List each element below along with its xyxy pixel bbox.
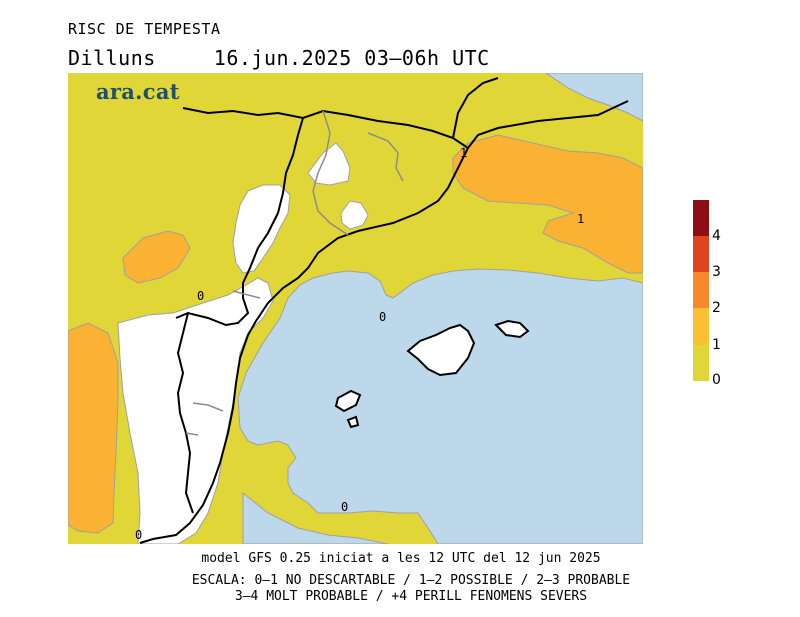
contour-label: 0	[341, 500, 348, 514]
legend-swatch-4plus	[693, 200, 709, 236]
risk-zone-1-2-north-east	[452, 134, 643, 274]
model-info: model GFS 0.25 iniciat a les 12 UTC del …	[201, 551, 601, 566]
sea-south-west-strip	[242, 491, 389, 544]
legend-swatch-3-4	[693, 236, 709, 272]
no-risk-zone-central-catalonia	[340, 200, 369, 230]
regional-border-aragon-catalonia	[175, 117, 304, 327]
contour-label: 0	[379, 310, 386, 324]
scale-description-line-1: ESCALA: 0–1 NO DESCARTABLE / 1–2 POSSIBL…	[191, 573, 631, 588]
legend-label: 4	[712, 228, 721, 244]
risk-zone-1-2-west	[68, 322, 119, 534]
sea-north-east	[545, 73, 643, 122]
legend-swatch-0-1	[693, 345, 709, 381]
menorca-island	[494, 319, 530, 339]
sea-area	[237, 268, 643, 544]
mallorca-island	[406, 323, 476, 377]
ara-cat-logo: ara.cat	[96, 79, 180, 104]
formentera-island	[346, 415, 360, 429]
ibiza-island	[334, 389, 362, 413]
legend-swatch-2-3	[693, 272, 709, 308]
legend-swatch-1-2	[693, 308, 709, 345]
storm-risk-map: 1 1 0 0 0 0 ara.cat	[68, 73, 643, 544]
forecast-time: Dilluns 16.jun.2025 03–06h UTC	[68, 46, 490, 70]
contour-label: 0	[135, 528, 142, 542]
contour-label: 1	[577, 212, 584, 226]
legend-label: 3	[712, 264, 721, 280]
contour-label: 1	[460, 146, 467, 160]
regional-border-valencia	[176, 312, 194, 514]
legend-label: 1	[712, 337, 721, 353]
contour-label: 0	[197, 289, 204, 303]
map-title: RISC DE TEMPESTA	[68, 20, 221, 38]
forecast-datetime: 16.jun.2025 03–06h UTC	[213, 46, 490, 70]
risk-zone-1-2-interior	[122, 230, 191, 284]
map-canvas: 1 1 0 0 0 0	[68, 73, 643, 544]
coastline	[139, 100, 629, 544]
regional-border-north	[452, 77, 499, 139]
legend-label: 2	[712, 300, 721, 316]
forecast-day: Dilluns	[68, 46, 156, 70]
legend-label: 0	[712, 372, 721, 388]
risk-legend-bar	[693, 200, 709, 381]
scale-description-line-2: 3–4 MOLT PROBABLE / +4 PERILL FENOMENS S…	[234, 589, 588, 604]
province-borders	[185, 110, 404, 436]
